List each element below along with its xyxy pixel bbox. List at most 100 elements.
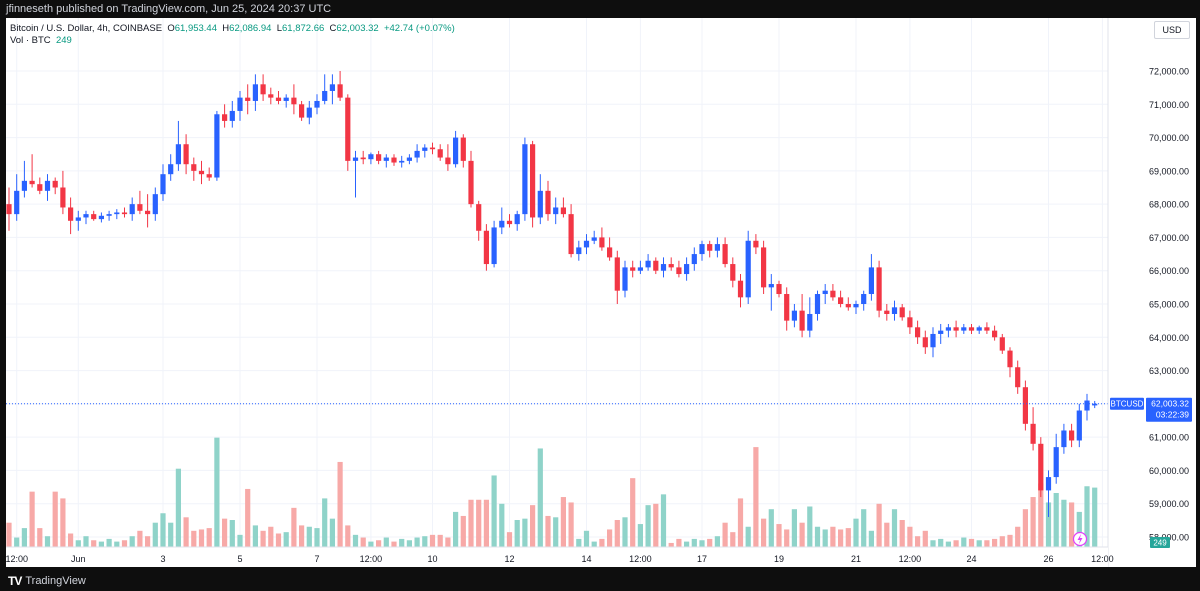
candle[interactable] <box>537 174 543 225</box>
candle[interactable] <box>976 325 982 334</box>
candle[interactable] <box>422 144 428 158</box>
candle[interactable] <box>830 284 836 301</box>
candle[interactable] <box>453 130 459 168</box>
candle[interactable] <box>214 110 220 181</box>
candle[interactable] <box>1092 400 1098 409</box>
candle[interactable] <box>691 247 697 271</box>
candle[interactable] <box>175 120 181 171</box>
candle[interactable] <box>145 194 151 228</box>
candle[interactable] <box>83 210 89 225</box>
price-axis[interactable] <box>1108 18 1196 567</box>
candle[interactable] <box>491 220 497 268</box>
time-axis[interactable] <box>6 547 1108 567</box>
candle[interactable] <box>799 294 805 338</box>
candle[interactable] <box>68 197 74 235</box>
candle[interactable] <box>114 209 120 220</box>
candle[interactable] <box>245 84 251 115</box>
candle[interactable] <box>630 260 636 278</box>
candle[interactable] <box>814 290 821 321</box>
candle[interactable] <box>1030 407 1036 451</box>
candle[interactable] <box>676 260 682 278</box>
candle[interactable] <box>391 154 397 166</box>
candle[interactable] <box>599 227 605 251</box>
candle[interactable] <box>468 150 474 208</box>
candle[interactable] <box>607 237 613 261</box>
candle[interactable] <box>984 322 990 334</box>
candle[interactable] <box>891 300 898 321</box>
candle[interactable] <box>968 323 975 334</box>
candle[interactable] <box>768 274 774 311</box>
candle[interactable] <box>437 144 443 161</box>
candle[interactable] <box>761 240 767 295</box>
candle[interactable] <box>283 94 289 108</box>
candle[interactable] <box>707 240 713 258</box>
candle[interactable] <box>329 74 335 105</box>
candle[interactable] <box>44 174 51 201</box>
chart-panel[interactable]: 58,000.0059,000.0060,000.0061,000.0062,0… <box>6 18 1196 567</box>
candle[interactable] <box>106 210 112 221</box>
candle[interactable] <box>1053 433 1059 484</box>
candle[interactable] <box>922 330 928 354</box>
candle[interactable] <box>406 154 412 165</box>
candle[interactable] <box>1045 470 1052 518</box>
candle[interactable] <box>368 152 374 165</box>
candle[interactable] <box>653 257 659 275</box>
candle[interactable] <box>845 297 851 311</box>
candle[interactable] <box>360 150 366 165</box>
candle[interactable] <box>237 90 243 121</box>
candle[interactable] <box>1022 380 1028 431</box>
candle[interactable] <box>429 142 436 155</box>
candle[interactable] <box>637 260 643 275</box>
candle[interactable] <box>938 323 944 344</box>
currency-button[interactable]: USD <box>1154 21 1190 39</box>
candle[interactable] <box>583 234 590 255</box>
candle[interactable] <box>37 177 43 195</box>
candle[interactable] <box>699 240 705 261</box>
candle[interactable] <box>992 325 998 341</box>
candle[interactable] <box>591 230 597 245</box>
candle[interactable] <box>314 94 320 115</box>
candle[interactable] <box>907 310 913 334</box>
candle[interactable] <box>884 304 890 321</box>
candle[interactable] <box>576 240 582 261</box>
candle[interactable] <box>714 237 720 258</box>
candle[interactable] <box>229 100 235 128</box>
candle[interactable] <box>252 74 258 111</box>
legend-symbol[interactable]: Bitcoin / U.S. Dollar, 4h, COINBASE <box>10 23 163 34</box>
candle[interactable] <box>930 327 936 358</box>
candle[interactable] <box>868 254 874 301</box>
candle[interactable] <box>1084 393 1090 421</box>
candle[interactable] <box>876 260 882 318</box>
candle[interactable] <box>745 230 751 304</box>
candle[interactable] <box>545 180 551 221</box>
candle[interactable] <box>807 297 813 338</box>
candle[interactable] <box>730 257 736 288</box>
candle[interactable] <box>861 290 867 311</box>
candle[interactable] <box>622 260 628 298</box>
candle[interactable] <box>306 100 312 125</box>
candle[interactable] <box>614 250 620 304</box>
candle[interactable] <box>198 160 205 185</box>
candle[interactable] <box>6 187 12 231</box>
candle[interactable] <box>915 320 921 344</box>
candle[interactable] <box>791 304 797 328</box>
candle[interactable] <box>1015 360 1021 394</box>
candle[interactable] <box>29 154 35 188</box>
candle[interactable] <box>553 197 559 225</box>
candle[interactable] <box>899 304 905 321</box>
candle[interactable] <box>737 274 744 308</box>
candle[interactable] <box>91 210 97 221</box>
candle[interactable] <box>776 280 782 298</box>
candle[interactable] <box>299 100 305 121</box>
candle[interactable] <box>483 224 489 271</box>
candle[interactable] <box>322 74 328 105</box>
candle[interactable] <box>753 234 759 255</box>
candle[interactable] <box>822 284 828 304</box>
candle[interactable] <box>222 104 228 128</box>
candle[interactable] <box>260 74 266 101</box>
candle[interactable] <box>376 150 382 165</box>
candle[interactable] <box>506 214 513 228</box>
candle[interactable] <box>1069 423 1075 448</box>
candle[interactable] <box>568 204 574 258</box>
candle[interactable] <box>999 333 1005 354</box>
